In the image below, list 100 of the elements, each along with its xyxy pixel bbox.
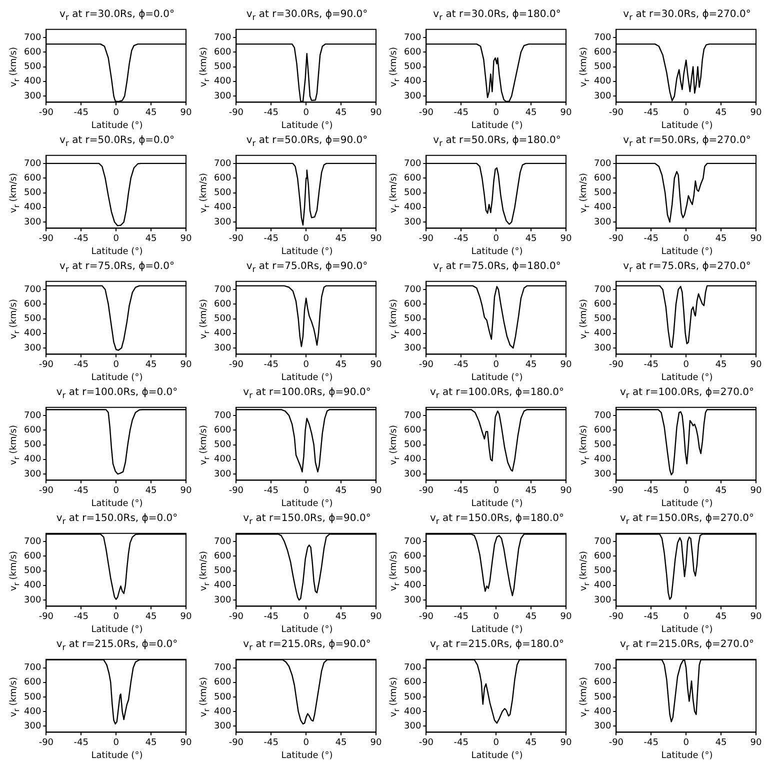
y-tick-label: 500 bbox=[214, 188, 232, 198]
y-tick-label: 300 bbox=[404, 343, 422, 354]
y-tick-label: 500 bbox=[24, 440, 42, 450]
x-tick-label: 90 bbox=[750, 234, 762, 244]
y-tick-label: 600 bbox=[24, 678, 42, 688]
x-tick-label: 90 bbox=[180, 486, 192, 496]
y-tick-label: 700 bbox=[24, 536, 42, 547]
x-tick-label: -90 bbox=[608, 738, 624, 748]
x-tick-label: 90 bbox=[370, 108, 382, 118]
y-tick-label: 700 bbox=[594, 158, 612, 169]
x-axis-title: Latitude (°) bbox=[660, 120, 714, 133]
x-tick-label: -90 bbox=[418, 234, 434, 244]
y-tick-label: 700 bbox=[24, 410, 42, 421]
y-tick-label: 600 bbox=[404, 425, 422, 436]
x-tick-label: -45 bbox=[454, 234, 468, 244]
y-tick-label: 600 bbox=[404, 678, 422, 688]
x-tick-label: 90 bbox=[180, 360, 192, 370]
chart-title: v$_{r}$ at r=150.0Rs, ϕ=90.0° bbox=[242, 512, 372, 526]
x-axis-title: Latitude (°) bbox=[470, 246, 524, 259]
x-tick-label: 0 bbox=[683, 108, 690, 118]
x-tick-label: 0 bbox=[683, 612, 690, 622]
x-tick-label: -90 bbox=[38, 108, 54, 118]
x-tick-label: 0 bbox=[113, 486, 120, 496]
y-tick-label: 400 bbox=[404, 202, 422, 213]
x-tick-label: -90 bbox=[418, 360, 434, 370]
y-tick-label: 700 bbox=[24, 284, 42, 295]
x-tick-label: 90 bbox=[180, 108, 192, 118]
y-tick-label: 700 bbox=[214, 663, 232, 674]
chart-title: v$_{r}$ at r=75.0Rs, ϕ=270.0° bbox=[622, 260, 752, 274]
x-tick-label: -45 bbox=[454, 738, 468, 748]
y-tick-label: 400 bbox=[24, 328, 42, 339]
y-tick-label: 600 bbox=[214, 678, 232, 688]
x-axis-title: Latitude (°) bbox=[660, 246, 714, 259]
x-tick-label: 0 bbox=[113, 234, 120, 244]
x-tick-label: -45 bbox=[264, 486, 278, 496]
y-tick-label: 600 bbox=[404, 173, 422, 184]
y-tick-label: 400 bbox=[594, 706, 612, 717]
chart-title: v$_{r}$ at r=30.0Rs, ϕ=90.0° bbox=[245, 8, 369, 22]
x-tick-label: 0 bbox=[113, 360, 120, 370]
chart-title: v$_{r}$ at r=215.0Rs, ϕ=180.0° bbox=[428, 638, 565, 652]
x-tick-label: 45 bbox=[525, 108, 537, 118]
y-tick-label: 500 bbox=[594, 566, 612, 576]
y-tick-label: 400 bbox=[404, 76, 422, 87]
x-tick-label: 90 bbox=[560, 360, 572, 370]
chart-title: v$_{r}$ at r=150.0Rs, ϕ=0.0° bbox=[55, 512, 179, 526]
x-tick-label: 0 bbox=[493, 612, 500, 622]
y-tick-label: 700 bbox=[214, 32, 232, 43]
chart-title: v$_{r}$ at r=100.0Rs, ϕ=270.0° bbox=[618, 386, 755, 400]
y-tick-label: 300 bbox=[404, 721, 422, 732]
chart-title: v$_{r}$ at r=50.0Rs, ϕ=0.0° bbox=[58, 134, 176, 148]
x-tick-label: 0 bbox=[113, 738, 120, 748]
y-tick-label: 400 bbox=[214, 580, 232, 591]
x-tick-label: 45 bbox=[145, 486, 157, 496]
x-tick-label: -45 bbox=[74, 612, 88, 622]
x-tick-label: -90 bbox=[608, 108, 624, 118]
x-axis-title: Latitude (°) bbox=[280, 120, 334, 133]
x-tick-label: -45 bbox=[644, 486, 658, 496]
x-tick-label: 0 bbox=[303, 234, 310, 244]
x-tick-label: -45 bbox=[264, 612, 278, 622]
y-tick-label: 300 bbox=[404, 217, 422, 228]
x-tick-label: 45 bbox=[145, 108, 157, 118]
y-tick-label: 700 bbox=[24, 158, 42, 169]
y-tick-label: 300 bbox=[214, 343, 232, 354]
x-tick-label: 45 bbox=[715, 738, 727, 748]
x-tick-label: -90 bbox=[608, 486, 624, 496]
y-tick-label: 600 bbox=[404, 47, 422, 58]
y-tick-label: 400 bbox=[24, 202, 42, 213]
y-tick-label: 300 bbox=[214, 91, 232, 102]
x-axis-title: Latitude (°) bbox=[660, 750, 714, 763]
y-tick-label: 600 bbox=[404, 299, 422, 310]
x-tick-label: 0 bbox=[113, 108, 120, 118]
x-tick-label: -45 bbox=[644, 108, 658, 118]
x-tick-label: 45 bbox=[335, 486, 347, 496]
x-axis-title: Latitude (°) bbox=[470, 372, 524, 385]
x-tick-label: -90 bbox=[418, 612, 434, 622]
x-tick-label: 90 bbox=[560, 108, 572, 118]
y-tick-label: 700 bbox=[24, 32, 42, 43]
x-axis-title: Latitude (°) bbox=[90, 624, 144, 637]
y-tick-label: 400 bbox=[214, 454, 232, 465]
y-tick-label: 300 bbox=[24, 469, 42, 480]
x-tick-label: -45 bbox=[264, 738, 278, 748]
y-tick-label: 500 bbox=[594, 314, 612, 324]
x-tick-label: 0 bbox=[303, 108, 310, 118]
y-tick-label: 700 bbox=[404, 284, 422, 295]
x-tick-label: 45 bbox=[335, 360, 347, 370]
x-axis-title: Latitude (°) bbox=[90, 750, 144, 763]
x-tick-label: 0 bbox=[683, 234, 690, 244]
y-tick-label: 300 bbox=[594, 91, 612, 102]
x-tick-label: 90 bbox=[370, 486, 382, 496]
x-tick-label: 90 bbox=[560, 486, 572, 496]
y-tick-label: 500 bbox=[404, 440, 422, 450]
x-tick-label: 0 bbox=[303, 360, 310, 370]
x-tick-label: 0 bbox=[303, 612, 310, 622]
x-axis-title: Latitude (°) bbox=[470, 624, 524, 637]
y-tick-label: 700 bbox=[594, 663, 612, 674]
chart-title: v$_{r}$ at r=30.0Rs, ϕ=0.0° bbox=[58, 8, 176, 22]
y-tick-label: 700 bbox=[214, 158, 232, 169]
y-tick-label: 500 bbox=[404, 314, 422, 324]
y-tick-label: 500 bbox=[24, 188, 42, 198]
x-axis-title: Latitude (°) bbox=[660, 498, 714, 511]
